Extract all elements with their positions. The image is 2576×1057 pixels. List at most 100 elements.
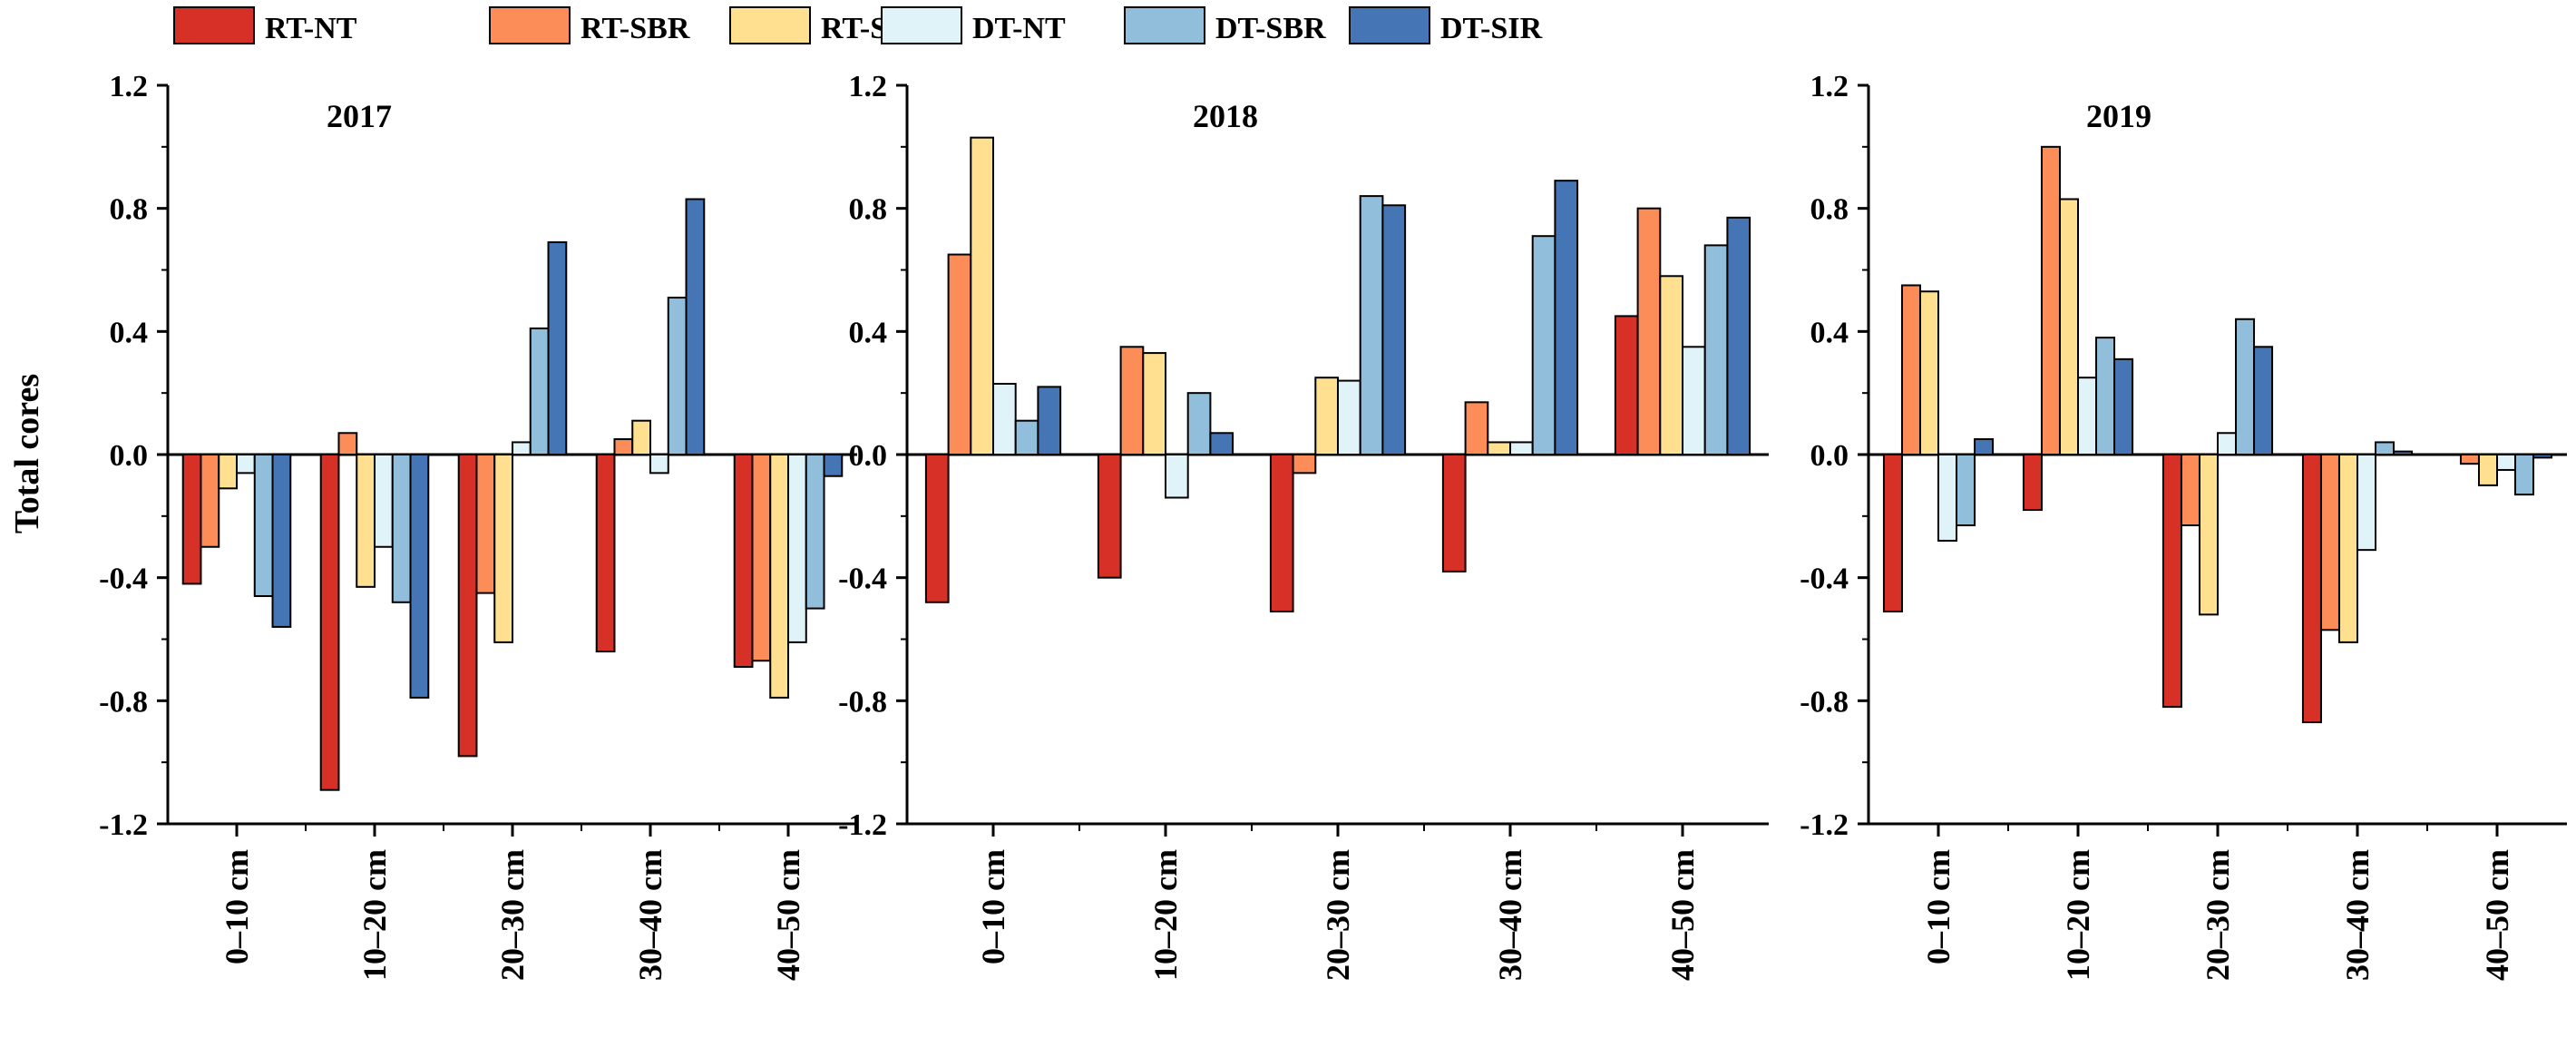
bar (459, 455, 477, 756)
bar (1705, 245, 1728, 455)
bar (2024, 455, 2042, 510)
panel-title: 2017 (327, 98, 392, 134)
x-tick-label: 40–50 cm (1664, 849, 1701, 981)
panel-title: 2018 (1193, 98, 1258, 134)
bar (752, 455, 770, 661)
bar (2479, 455, 2497, 485)
bar (926, 455, 949, 602)
bar (2497, 455, 2515, 470)
bar (2515, 455, 2533, 494)
y-tick-label: 0.0 (110, 439, 149, 473)
legend-swatch (490, 7, 570, 44)
bar (2181, 455, 2200, 525)
bar (2078, 377, 2096, 455)
y-tick-label: 0.0 (849, 439, 888, 473)
bar (1510, 442, 1533, 455)
bar (200, 455, 219, 547)
legend-swatch (1350, 7, 1429, 44)
bar (1660, 276, 1683, 455)
bar (1555, 181, 1577, 455)
bar (1382, 205, 1405, 455)
bar (2060, 199, 2078, 455)
bar (2461, 455, 2479, 464)
bar (321, 455, 339, 790)
bar (1956, 455, 1975, 525)
legend-label: DT-SBR (1215, 12, 1326, 45)
bar (770, 455, 788, 698)
bar (949, 255, 971, 455)
bar (531, 328, 549, 455)
bar (237, 455, 255, 473)
bar (2114, 359, 2132, 455)
bar (375, 455, 393, 547)
bar (2533, 455, 2552, 457)
y-tick-label: 0.4 (849, 316, 888, 349)
y-tick-label: 0.8 (110, 193, 149, 227)
bar (411, 455, 429, 698)
bar (1638, 209, 1661, 455)
bar (549, 242, 567, 455)
y-tick-label: 0.8 (849, 193, 888, 227)
bar (219, 455, 237, 488)
bar (2236, 319, 2254, 455)
bar (2096, 338, 2114, 455)
y-tick-label: 0.4 (110, 316, 149, 349)
legend-swatch (1125, 7, 1205, 44)
bar (687, 199, 705, 455)
bar (494, 455, 512, 642)
bar (1683, 347, 1705, 455)
x-tick-label: 0–10 cm (975, 849, 1011, 964)
bar (1188, 393, 1211, 455)
y-tick-label: -0.8 (838, 685, 887, 719)
x-tick-label: 10–20 cm (1147, 849, 1184, 981)
legend-label: RT-NT (265, 12, 357, 45)
bar (1615, 316, 1638, 455)
y-tick-label: 1.2 (849, 70, 888, 103)
bar (476, 455, 494, 593)
panel-title: 2019 (2086, 98, 2152, 134)
bar (1466, 402, 1488, 455)
bar (668, 298, 687, 455)
legend-label: RT-SBR (581, 12, 690, 45)
y-tick-label: 1.2 (1810, 70, 1849, 103)
x-tick-label: 20–30 cm (494, 849, 531, 981)
bar (2394, 452, 2412, 455)
bar (2339, 455, 2357, 642)
bar (650, 455, 668, 473)
bar (1038, 387, 1060, 455)
bar (1315, 377, 1338, 455)
bar (255, 455, 273, 596)
bar (1293, 455, 1316, 473)
bar (2376, 442, 2394, 455)
y-axis-label: Total cores (8, 374, 46, 533)
bar (806, 455, 825, 609)
bar (971, 138, 993, 455)
bar (1443, 455, 1466, 572)
bar (788, 455, 806, 642)
bar (2200, 455, 2218, 614)
bar (183, 455, 201, 583)
bar (2303, 455, 2321, 722)
y-tick-label: 0.4 (1810, 316, 1849, 349)
y-tick-label: -0.4 (1800, 563, 1849, 596)
bar (2357, 455, 2376, 550)
bar (1975, 439, 1993, 455)
x-tick-label: 30–40 cm (632, 849, 668, 981)
bar (338, 433, 356, 455)
bar (614, 439, 632, 455)
y-tick-label: 1.2 (110, 70, 149, 103)
y-tick-label: -1.2 (1800, 808, 1849, 842)
bar (273, 455, 291, 627)
bar (1488, 442, 1510, 455)
bar (1884, 455, 1902, 612)
bar (2042, 147, 2060, 455)
bar (356, 455, 375, 587)
x-tick-label: 0–10 cm (1920, 849, 1956, 964)
bar (1338, 381, 1361, 455)
bar (1727, 218, 1750, 455)
